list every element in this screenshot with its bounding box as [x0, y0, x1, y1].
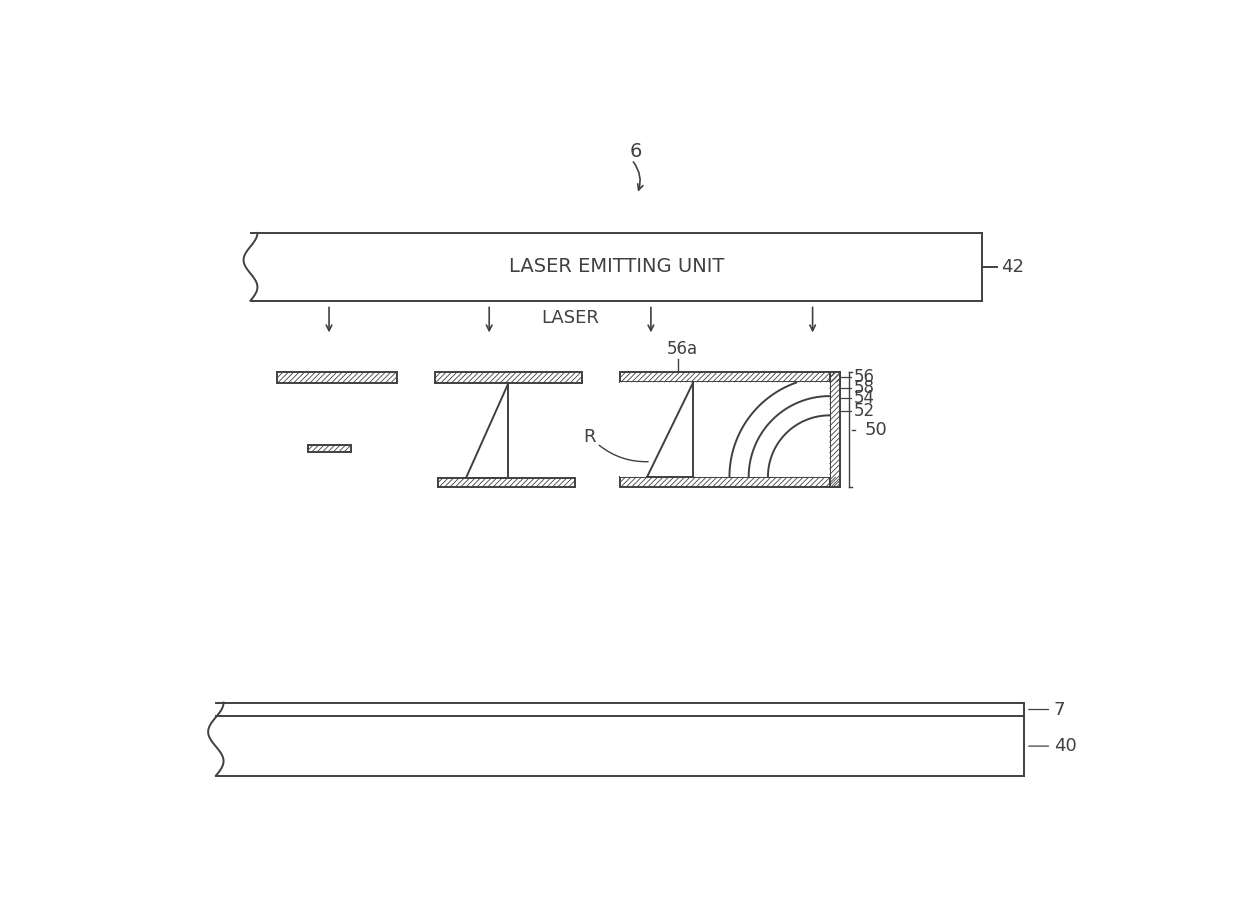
Text: 50: 50: [864, 420, 887, 439]
Bar: [216, 703, 1024, 776]
Bar: [620, 382, 830, 477]
Bar: [620, 477, 839, 487]
Bar: [278, 372, 397, 383]
Bar: [435, 372, 582, 383]
Text: 52: 52: [853, 402, 874, 420]
Bar: [620, 372, 839, 382]
Text: 58: 58: [853, 378, 874, 397]
Text: R: R: [583, 429, 595, 446]
Bar: [250, 233, 982, 301]
Bar: [438, 478, 574, 487]
Text: 7: 7: [1054, 700, 1065, 718]
Text: LASER EMITTING UNIT: LASER EMITTING UNIT: [508, 257, 724, 276]
Text: 42: 42: [1001, 258, 1024, 276]
Text: 54: 54: [853, 389, 874, 408]
Text: 56a: 56a: [666, 340, 697, 358]
Text: 56: 56: [853, 367, 874, 386]
Text: LASER: LASER: [541, 309, 599, 326]
Bar: [309, 444, 351, 452]
Bar: [830, 372, 839, 487]
Text: 40: 40: [1054, 737, 1076, 755]
Text: 6: 6: [630, 142, 641, 161]
